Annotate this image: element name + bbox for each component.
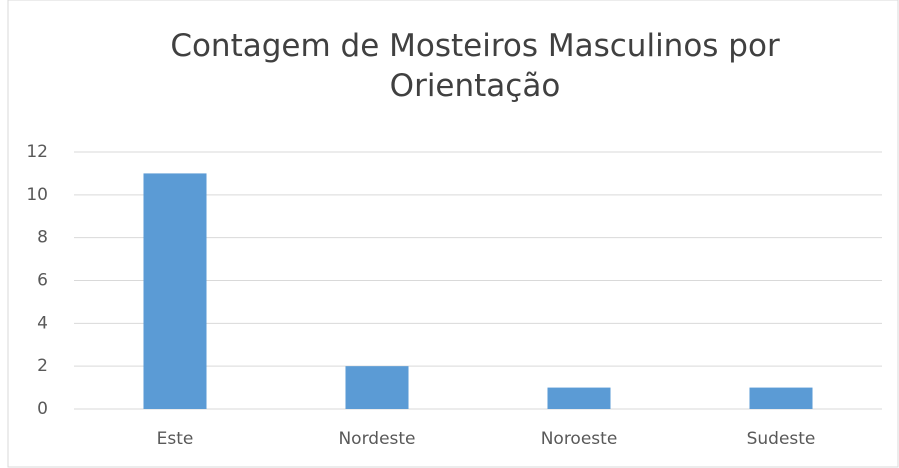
- y-tick-label: 2: [37, 356, 48, 376]
- bar: [345, 366, 409, 409]
- x-tick-label: Nordeste: [338, 429, 415, 449]
- x-tick-label: Este: [157, 429, 194, 449]
- bar: [749, 387, 813, 409]
- y-tick-label: 10: [26, 185, 48, 205]
- bar: [547, 387, 611, 409]
- y-tick-label: 8: [37, 228, 48, 248]
- x-tick-label: Sudeste: [747, 429, 816, 449]
- chart-title: Contagem de Mosteiros Masculinos por Orie…: [170, 28, 780, 104]
- bar: [143, 173, 207, 409]
- x-tick-label: Noroeste: [541, 429, 618, 449]
- y-tick-label: 0: [37, 399, 48, 419]
- y-tick-label: 4: [37, 313, 48, 333]
- y-tick-label: 12: [26, 142, 48, 162]
- y-tick-label: 6: [37, 271, 48, 291]
